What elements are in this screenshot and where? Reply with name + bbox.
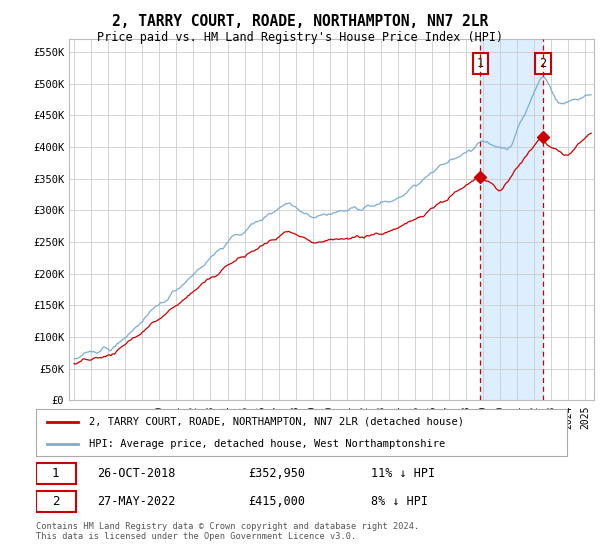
Bar	[481, 39, 543, 400]
Text: 2: 2	[539, 57, 547, 70]
Text: 11% ↓ HPI: 11% ↓ HPI	[371, 467, 434, 480]
Text: 27-MAY-2022: 27-MAY-2022	[97, 495, 175, 508]
Text: 2: 2	[52, 495, 59, 508]
Text: 2, TARRY COURT, ROADE, NORTHAMPTON, NN7 2LR: 2, TARRY COURT, ROADE, NORTHAMPTON, NN7 …	[112, 14, 488, 29]
Text: Price paid vs. HM Land Registry's House Price Index (HPI): Price paid vs. HM Land Registry's House …	[97, 31, 503, 44]
Text: 26-OCT-2018: 26-OCT-2018	[97, 467, 175, 480]
Text: £415,000: £415,000	[248, 495, 305, 508]
Text: 2, TARRY COURT, ROADE, NORTHAMPTON, NN7 2LR (detached house): 2, TARRY COURT, ROADE, NORTHAMPTON, NN7 …	[89, 417, 464, 427]
Text: £352,950: £352,950	[248, 467, 305, 480]
Text: Contains HM Land Registry data © Crown copyright and database right 2024.
This d: Contains HM Land Registry data © Crown c…	[36, 522, 419, 542]
Text: 1: 1	[477, 57, 484, 70]
Text: HPI: Average price, detached house, West Northamptonshire: HPI: Average price, detached house, West…	[89, 438, 445, 449]
FancyBboxPatch shape	[36, 491, 76, 512]
Text: 8% ↓ HPI: 8% ↓ HPI	[371, 495, 428, 508]
Text: 1: 1	[52, 467, 59, 480]
FancyBboxPatch shape	[36, 463, 76, 484]
